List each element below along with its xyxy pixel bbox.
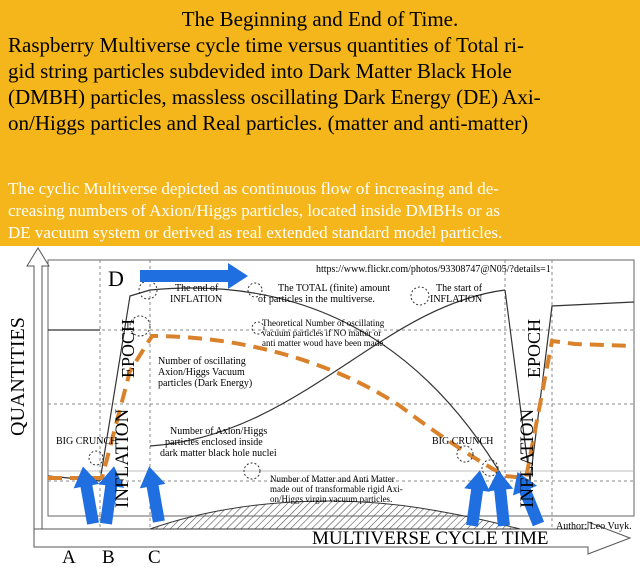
point-label-c: C	[148, 547, 161, 568]
arrow-crunch-1	[464, 470, 490, 527]
theoretical-text: Theoretical Number of oscillating vacuum …	[262, 318, 385, 348]
subtitle-line: (DMBH) particles, massless oscillating D…	[8, 85, 541, 109]
page-title: The Beginning and End of Time.	[181, 7, 459, 31]
author-credit: Author: Leo Vuyk.	[556, 521, 632, 532]
arrow-a	[73, 466, 100, 525]
cycle-diagram: QUANTITIES MULTIVERSE CYCLE TIME INFLATI…	[7, 247, 635, 568]
dark-energy-curve	[48, 333, 635, 481]
description-line: The cyclic Multiverse depicted as contin…	[8, 179, 499, 198]
subtitle-line: on/Higgs particles and Real particles. (…	[8, 111, 529, 135]
total-curves	[47, 287, 635, 482]
x-axis-label: MULTIVERSE CYCLE TIME	[312, 528, 548, 549]
y-axis-label: QUANTITIES	[7, 317, 29, 436]
enclosed-text: Number of Axion/Higgs particles enclosed …	[160, 426, 277, 459]
big-crunch-right: BIG CRUNCH	[432, 436, 493, 447]
epoch-label-right: EPOCH	[524, 319, 544, 378]
subtitle-line: Raspberry Multiverse cycle time versus q…	[8, 33, 525, 57]
subtitle-line: gid string particles subdevided into Dar…	[8, 59, 512, 83]
point-label-b: B	[102, 547, 115, 568]
matter-text: Number of Matter and Anti Matter made out…	[270, 474, 403, 504]
matter-mound	[149, 500, 521, 530]
arrow-crunch-2	[487, 470, 514, 527]
inflation-label-right: INFLATION	[517, 409, 538, 508]
big-crunch-left: BIG CRUNCH	[56, 436, 117, 447]
arrow-crunch-3	[512, 472, 545, 527]
d-arrow	[140, 263, 248, 289]
inflation-label-left: INFLATION	[112, 409, 133, 508]
description-line: creasing numbers of Axion/Higgs particle…	[8, 201, 500, 220]
subtitle: Raspberry Multiverse cycle time versus q…	[8, 32, 634, 136]
arrow-c	[139, 466, 166, 523]
annotations: The end of INFLATION The TOTAL (finite) a…	[56, 283, 632, 532]
oscillating-text: Number of oscillating Axion/Higgs Vacuum p…	[158, 356, 252, 389]
description: The cyclic Multiverse depicted as contin…	[8, 178, 634, 244]
start-inflation-text: The start of INFLATION	[430, 283, 483, 305]
header-banner: The Beginning and End of Time. Raspberry…	[0, 0, 640, 246]
point-label-a: A	[62, 547, 76, 568]
description-line: DE vacuum system or derived as real exte…	[8, 223, 503, 242]
source-url: https://www.flickr.com/photos/93308747@N…	[316, 264, 551, 275]
total-text: The TOTAL (finite) amount of particles in…	[258, 283, 390, 305]
end-inflation-text: The end of INFLATION	[170, 283, 222, 305]
epoch-label-left: EPOCH	[118, 319, 138, 378]
annotation-circles	[88, 280, 499, 480]
arrow-b	[98, 466, 125, 525]
point-label-d: D	[108, 266, 124, 291]
